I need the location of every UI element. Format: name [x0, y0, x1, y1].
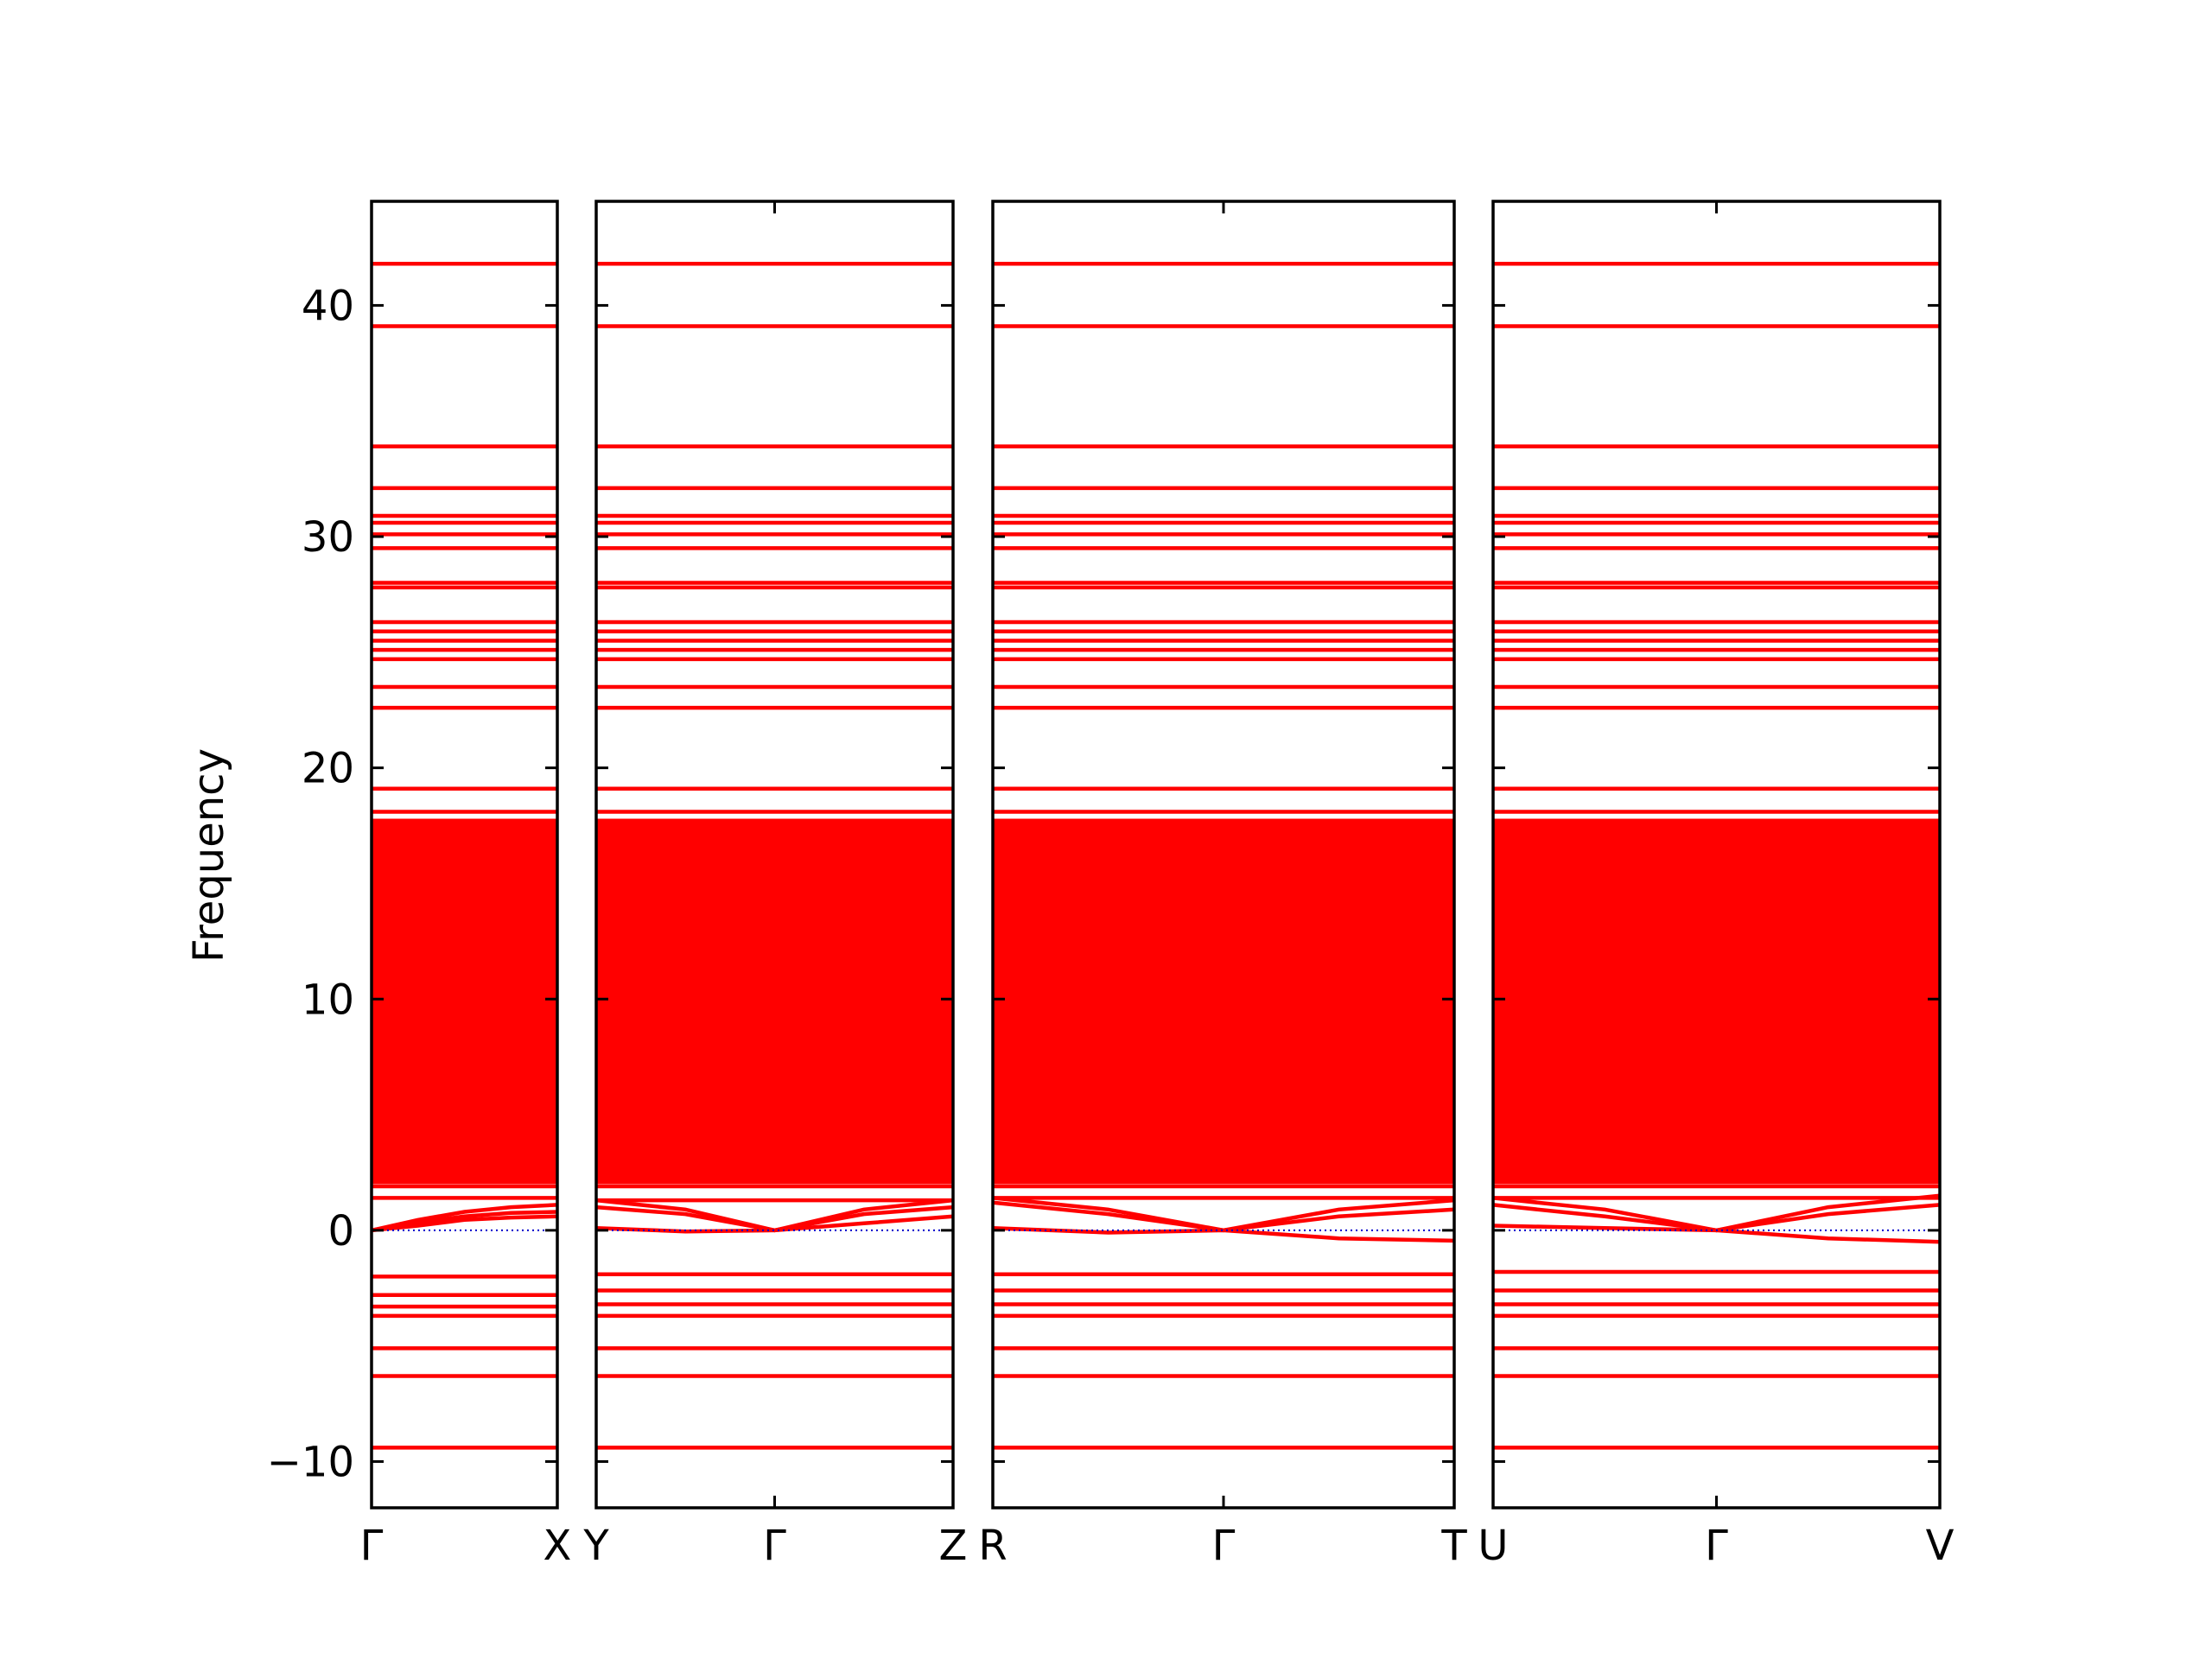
acoustic-band-line	[371, 1214, 558, 1233]
x-tick-label: T	[1440, 1522, 1467, 1570]
dense-band-region	[1493, 818, 1940, 1185]
panel-frame	[370, 200, 559, 1510]
y-tick-label: 20	[302, 745, 354, 793]
dense-band-region	[993, 818, 1454, 1185]
dense-band-region	[372, 818, 557, 1185]
x-tick-label: U	[1478, 1522, 1508, 1570]
y-tick-label: −10	[267, 1438, 354, 1486]
x-tick-label: Γ	[1212, 1522, 1236, 1570]
y-tick-label: 40	[302, 282, 354, 330]
x-tick-label: Γ	[1705, 1522, 1728, 1570]
x-tick-label: X	[543, 1522, 572, 1570]
dense-band-region	[596, 818, 953, 1185]
x-tick-label: R	[978, 1522, 1007, 1570]
y-tick-label: 30	[302, 513, 354, 562]
y-axis-label: Frequency	[185, 748, 233, 963]
y-tick-label: 10	[302, 976, 354, 1024]
acoustic-band-line	[371, 1210, 558, 1233]
acoustic-band-line	[595, 1214, 954, 1234]
x-tick-label: Z	[939, 1522, 968, 1570]
x-tick-label: Γ	[360, 1522, 384, 1570]
y-tick-labels: −10 0 10 20 30 40	[267, 282, 354, 1486]
acoustic-band-line	[992, 1225, 1455, 1243]
acoustic-band-line	[1492, 1224, 1941, 1244]
x-tick-label: Y	[582, 1522, 609, 1570]
x-tick-label: Γ	[763, 1522, 786, 1570]
y-tick-label: 0	[327, 1207, 354, 1255]
x-tick-label: V	[1926, 1522, 1955, 1570]
acoustic-band-line	[595, 1198, 954, 1233]
